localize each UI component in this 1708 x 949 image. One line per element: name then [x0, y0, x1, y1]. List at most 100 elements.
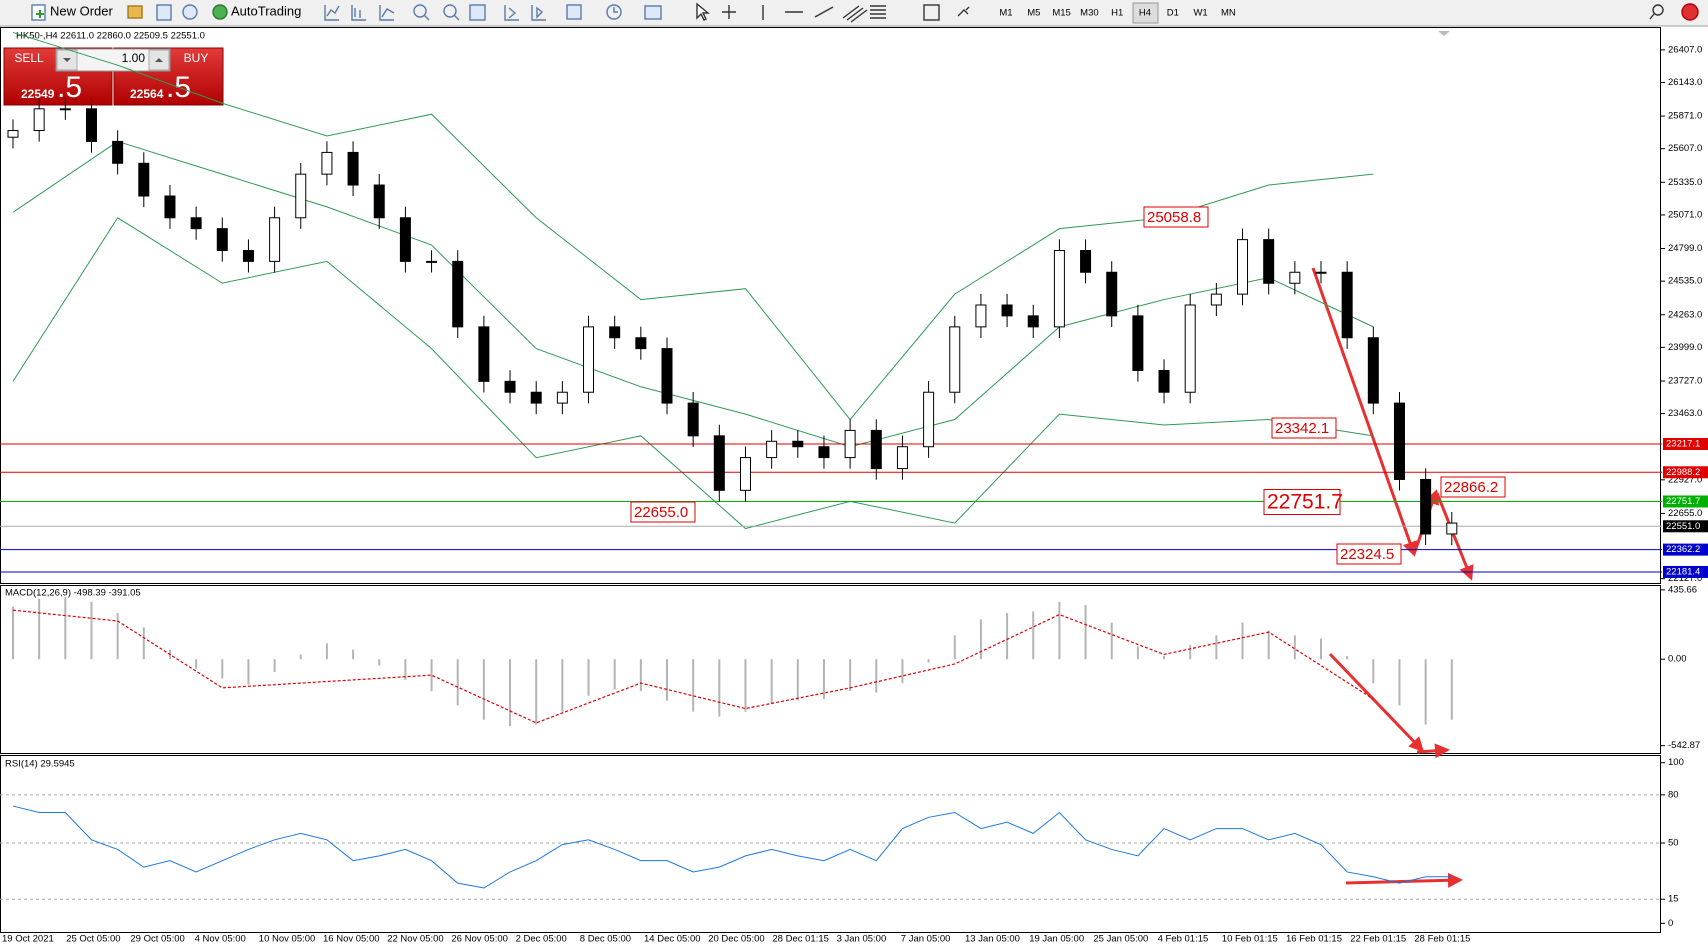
lot-input[interactable]: 1.00 [122, 51, 146, 65]
candle-body [766, 440, 778, 459]
candle-body [216, 228, 228, 252]
level-label-bg [1663, 520, 1708, 533]
price-annotation-box [1143, 206, 1209, 228]
autotrading-button[interactable]: AutoTrading [231, 3, 301, 18]
x-tick-label: 19 Oct 2021 [2, 934, 54, 945]
candle-body [504, 380, 516, 393]
level-label: 22551.0 [1666, 521, 1700, 532]
timeframe-button[interactable]: D1 [1167, 8, 1179, 19]
x-tick-label: 8 Dec 05:00 [580, 934, 631, 945]
timeframe-button[interactable]: M15 [1052, 8, 1070, 19]
y-tick-label: 25071.0 [1668, 209, 1702, 220]
candle-body [818, 446, 830, 459]
candle-body [530, 391, 542, 404]
candle-body [426, 260, 438, 263]
x-tick-label: 16 Feb 01:15 [1286, 934, 1342, 945]
y-tick-label: 24799.0 [1668, 243, 1702, 254]
timeframe-button[interactable]: M1 [999, 8, 1012, 19]
active-timeframe [1132, 2, 1159, 24]
candle-body [373, 184, 385, 219]
x-tick-label: 22 Nov 05:00 [387, 934, 444, 945]
bollinger-band [12, 217, 1374, 530]
x-tick-label: 28 Dec 01:15 [772, 934, 829, 945]
price-annotation: 23342.1 [1275, 420, 1329, 437]
x-tick-label: 20 Dec 05:00 [708, 934, 765, 945]
x-tick-label: 4 Feb 01:15 [1158, 934, 1209, 945]
buy-button[interactable]: BUY [184, 51, 209, 65]
candle-body [923, 391, 935, 448]
signal-line [12, 609, 1374, 724]
candle-body [844, 429, 856, 459]
level-label-bg [1663, 495, 1708, 508]
timeframe-button[interactable]: W1 [1193, 8, 1207, 19]
candle-body [242, 250, 254, 262]
candle-body [1210, 293, 1222, 306]
x-tick-label: 14 Dec 05:00 [644, 934, 701, 945]
level-label-bg [1663, 466, 1708, 479]
candle-body [713, 435, 725, 491]
candle-body [1106, 271, 1118, 317]
candle-body [1393, 402, 1405, 480]
y-tick-label: -542.87 [1668, 740, 1700, 751]
x-tick-label: 29 Oct 05:00 [130, 934, 184, 945]
candle-body [164, 195, 176, 219]
candle-body [112, 140, 124, 164]
level-label: 22362.2 [1666, 544, 1700, 555]
y-tick-label: 22927.0 [1668, 474, 1702, 485]
y-tick-label: 25335.0 [1668, 177, 1702, 188]
y-tick-label: 24263.0 [1668, 309, 1702, 320]
price-annotation-box [1440, 476, 1506, 498]
timeframe-button[interactable]: H4 [1139, 8, 1151, 19]
candle-body [33, 108, 45, 132]
candle-body [7, 130, 19, 138]
buy-price: 22564 [130, 87, 164, 101]
timeframe-button[interactable]: M30 [1080, 8, 1098, 19]
y-tick-label: 23999.0 [1668, 342, 1702, 353]
sell-button[interactable]: SELL [14, 51, 44, 65]
candle-body [1158, 369, 1170, 393]
y-tick-label: 15 [1668, 894, 1679, 905]
candle-body [609, 326, 621, 339]
candle-body [1132, 315, 1144, 371]
x-tick-label: 25 Jan 05:00 [1093, 934, 1148, 945]
shift-marker [1438, 31, 1450, 36]
timeframe-button[interactable]: H1 [1111, 8, 1123, 19]
y-tick-label: 22127.0 [1668, 573, 1702, 584]
x-tick-label: 28 Feb 01:15 [1414, 934, 1470, 945]
candle-body [295, 173, 307, 219]
chart-header: HK50-,H4 22611.0 22860.0 22509.5 22551.0 [16, 31, 205, 42]
x-tick-label: 10 Feb 01:15 [1222, 934, 1278, 945]
indicator-title: MACD(12,26,9) -498.39 -391.05 [5, 588, 141, 599]
level-label-bg [1663, 565, 1708, 578]
candle-body [583, 326, 595, 393]
level-label: 22988.2 [1666, 467, 1700, 478]
candle-body [1184, 304, 1196, 393]
new-order-button[interactable]: New Order [50, 3, 114, 18]
y-tick-label: 26407.0 [1668, 44, 1702, 55]
candle-body [556, 391, 568, 404]
timeframe-button[interactable]: M5 [1027, 8, 1040, 19]
level-label-bg [1663, 543, 1708, 556]
candle-body [321, 151, 333, 175]
analysis-arrows [1311, 267, 1474, 888]
price-annotation-box [1336, 543, 1402, 565]
x-tick-label: 7 Jan 05:00 [901, 934, 951, 945]
candle-body [661, 348, 673, 404]
toolbar-icons [31, 2, 1699, 23]
candle-body [1446, 522, 1458, 535]
price-annotation: 25058.8 [1147, 209, 1201, 226]
price-annotation-box [630, 501, 696, 523]
sell-price: 22549 [21, 87, 55, 101]
candle-body [1080, 250, 1092, 273]
level-label: 22181.4 [1666, 566, 1700, 577]
candle-body [347, 151, 359, 186]
sell-pips: .5 [57, 71, 82, 104]
price-annotation-box [1271, 417, 1337, 439]
x-tick-label: 13 Jan 05:00 [965, 934, 1020, 945]
candle-body [949, 326, 961, 393]
y-tick-label: 25607.0 [1668, 143, 1702, 154]
timeframe-button[interactable]: MN [1221, 8, 1236, 19]
candle-body [1237, 239, 1249, 295]
y-tick-label: 23727.0 [1668, 376, 1702, 387]
x-tick-label: 22 Feb 01:15 [1350, 934, 1406, 945]
